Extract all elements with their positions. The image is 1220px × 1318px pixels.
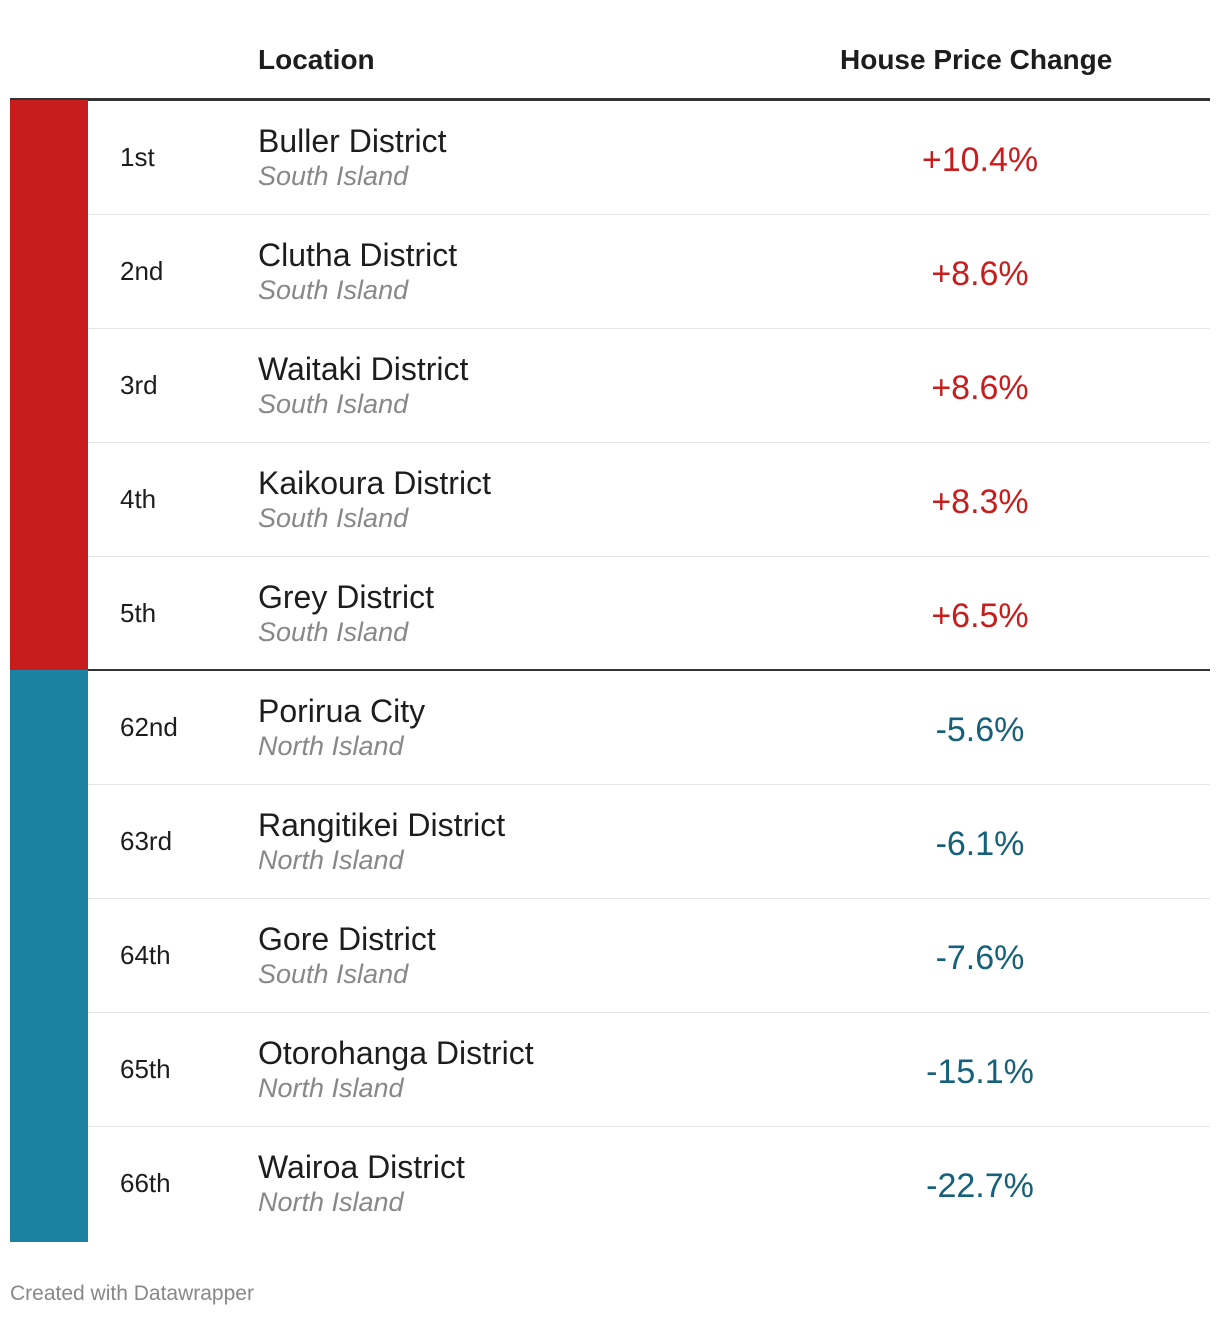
location-name: Grey District	[258, 579, 434, 615]
rank-label: 1st	[120, 142, 155, 172]
location-name: Waitaki District	[258, 351, 469, 387]
attribution-footer: Created with Datawrapper	[10, 1282, 254, 1305]
table-row: 5th Grey District South Island +6.5%	[10, 556, 1210, 671]
table-body: 1st Buller District South Island +10.4% 2nd C…	[10, 100, 1210, 1242]
location-name: Otorohanga District	[258, 1035, 534, 1071]
group-color-swatch	[10, 442, 88, 557]
ranking-table: Location House Price Change 1st Buller Di…	[10, 0, 1210, 1242]
price-change-value: +8.6%	[931, 255, 1029, 293]
table-row: 62nd Porirua City North Island -5.6%	[10, 670, 1210, 785]
location-name: Wairoa District	[258, 1149, 465, 1185]
price-change-value: -22.7%	[926, 1167, 1034, 1205]
location-name: Kaikoura District	[258, 465, 491, 501]
island-label: North Island	[258, 1073, 404, 1103]
table-row: 63rd Rangitikei District North Island -6.1%	[10, 784, 1210, 899]
island-label: South Island	[258, 617, 409, 647]
island-label: South Island	[258, 503, 409, 533]
price-change-value: +8.6%	[931, 369, 1029, 407]
location-name: Buller District	[258, 123, 447, 159]
rank-label: 2nd	[120, 256, 164, 286]
island-label: North Island	[258, 731, 404, 761]
island-label: South Island	[258, 959, 409, 989]
table-row: 2nd Clutha District South Island +8.6%	[10, 214, 1210, 329]
table-row: 64th Gore District South Island -7.6%	[10, 898, 1210, 1013]
group-color-swatch	[10, 784, 88, 899]
table-header: Location House Price Change	[10, 0, 1210, 101]
rank-label: 63rd	[120, 826, 173, 856]
table-row: 3rd Waitaki District South Island +8.6%	[10, 328, 1210, 443]
table-row: 1st Buller District South Island +10.4%	[10, 100, 1210, 215]
island-label: South Island	[258, 389, 409, 419]
rank-label: 5th	[120, 598, 157, 628]
island-label: South Island	[258, 275, 409, 305]
group-color-swatch	[10, 898, 88, 1013]
column-header-house-price-change: House Price Change	[840, 44, 1113, 75]
group-color-swatch	[10, 214, 88, 329]
rank-label: 64th	[120, 940, 171, 970]
table-row: 66th Wairoa District North Island -22.7%	[10, 1126, 1210, 1242]
price-change-value: -7.6%	[935, 939, 1025, 977]
island-label: North Island	[258, 1187, 404, 1217]
group-color-swatch	[10, 1012, 88, 1127]
rank-label: 65th	[120, 1054, 171, 1084]
price-change-value: -6.1%	[935, 825, 1025, 863]
rank-label: 66th	[120, 1168, 171, 1198]
group-color-swatch	[10, 328, 88, 443]
price-change-value: -5.6%	[935, 711, 1025, 749]
table-row: 4th Kaikoura District South Island +8.3%	[10, 442, 1210, 557]
rank-label: 62nd	[120, 712, 178, 742]
table-row: 65th Otorohanga District North Island -15.1…	[10, 1012, 1210, 1127]
price-change-value: +10.4%	[921, 141, 1039, 179]
island-label: North Island	[258, 845, 404, 875]
price-change-value: -15.1%	[926, 1053, 1034, 1091]
group-color-swatch	[10, 556, 88, 670]
location-name: Porirua City	[258, 693, 426, 729]
group-color-swatch	[10, 1126, 88, 1242]
column-header-location: Location	[258, 44, 375, 75]
group-color-swatch	[10, 670, 88, 785]
location-name: Gore District	[258, 921, 436, 957]
location-name: Clutha District	[258, 237, 458, 273]
group-color-swatch	[10, 100, 88, 215]
rank-label: 3rd	[120, 370, 158, 400]
price-change-value: +8.3%	[931, 483, 1029, 521]
rank-label: 4th	[120, 484, 157, 514]
price-change-value: +6.5%	[931, 597, 1029, 635]
location-name: Rangitikei District	[258, 807, 506, 843]
island-label: South Island	[258, 161, 409, 191]
